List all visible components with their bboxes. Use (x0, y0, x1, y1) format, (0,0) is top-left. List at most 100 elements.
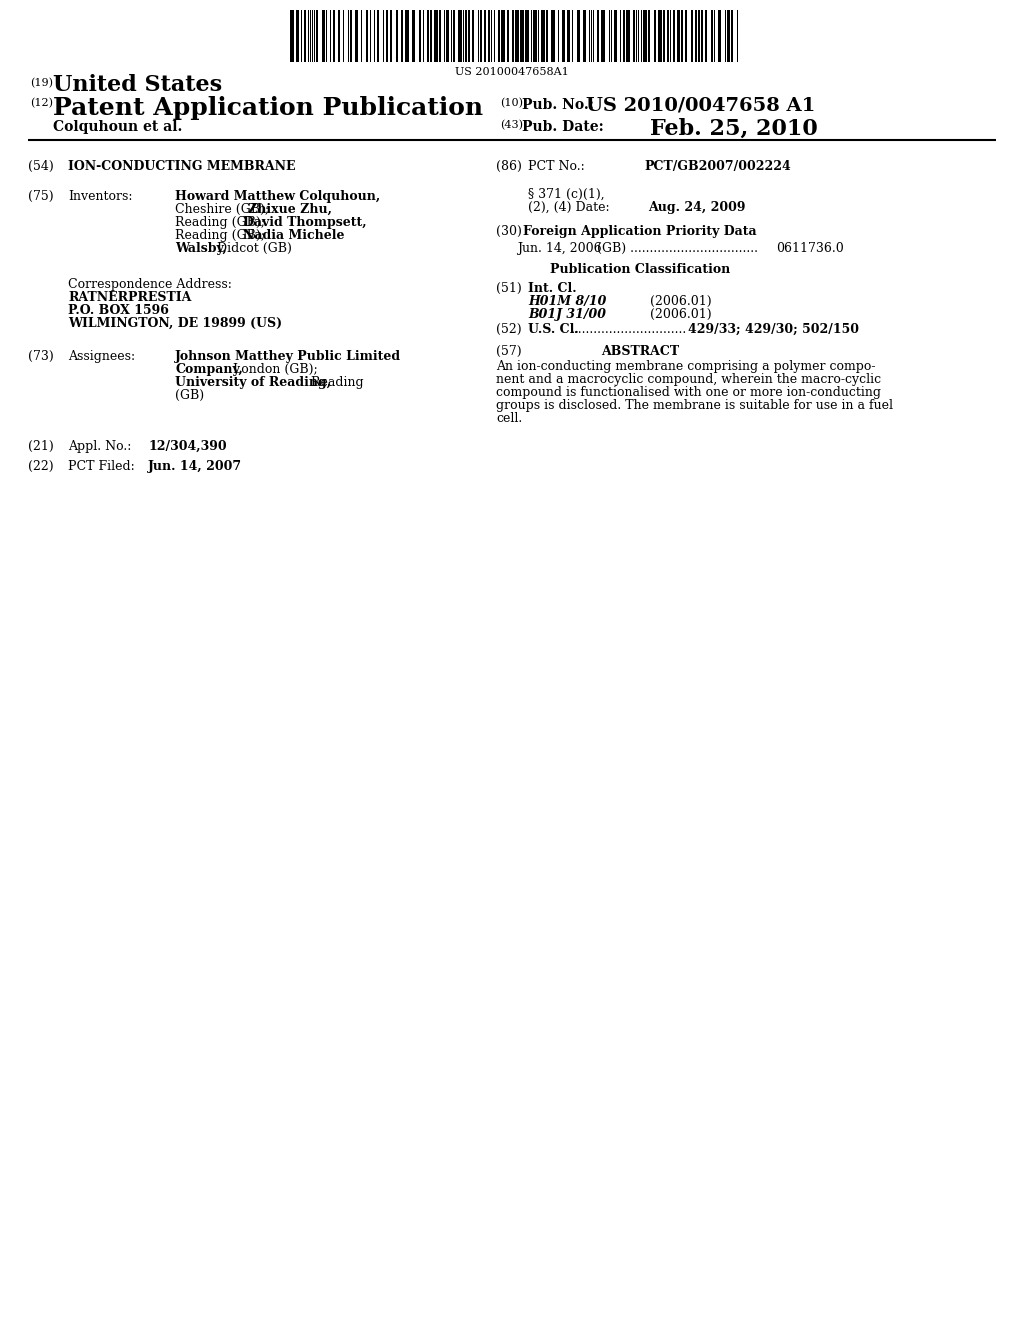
Bar (484, 11, 486, 62)
Text: 429/33; 429/30; 502/150: 429/33; 429/30; 502/150 (688, 323, 859, 337)
Text: (86): (86) (496, 160, 522, 173)
Bar (419, 11, 421, 62)
Text: Walsby,: Walsby, (175, 242, 227, 255)
Text: (21): (21) (28, 440, 53, 453)
Bar (465, 11, 467, 62)
Text: David Thompsett,: David Thompsett, (243, 216, 367, 228)
Bar (390, 11, 392, 62)
Bar (439, 11, 441, 62)
Text: Appl. No.:: Appl. No.: (68, 440, 131, 453)
Text: (57): (57) (496, 345, 521, 358)
Bar (583, 11, 586, 62)
Bar (427, 11, 429, 62)
Bar (296, 11, 299, 62)
Text: compound is functionalised with one or more ion-conducting: compound is functionalised with one or m… (496, 385, 881, 399)
Text: (73): (73) (28, 350, 53, 363)
Bar (350, 11, 352, 62)
Bar (520, 11, 524, 62)
Bar (406, 11, 409, 62)
Bar (614, 11, 617, 62)
Bar (386, 11, 388, 62)
Text: (10): (10) (500, 98, 523, 108)
Text: (30): (30) (496, 224, 522, 238)
Bar (681, 11, 683, 62)
Bar (525, 11, 529, 62)
Bar (673, 11, 675, 62)
Bar (551, 11, 555, 62)
Text: Howard Matthew Colquhoun,: Howard Matthew Colquhoun, (175, 190, 380, 203)
Text: (2006.01): (2006.01) (650, 308, 712, 321)
Bar (366, 11, 368, 62)
Bar (546, 11, 548, 62)
Bar (316, 11, 318, 62)
Bar (643, 11, 647, 62)
Text: University of Reading,: University of Reading, (175, 376, 331, 389)
Bar (534, 11, 537, 62)
Text: cell.: cell. (496, 412, 522, 425)
Text: (52): (52) (496, 323, 521, 337)
Bar (290, 11, 294, 62)
Text: Int. Cl.: Int. Cl. (528, 282, 577, 294)
Bar (695, 11, 697, 62)
Bar (501, 11, 505, 62)
Bar (412, 11, 415, 62)
Bar (633, 11, 635, 62)
Text: Company,: Company, (175, 363, 243, 376)
Text: US 2010/0047658 A1: US 2010/0047658 A1 (586, 96, 815, 114)
Text: Inventors:: Inventors: (68, 190, 132, 203)
Bar (377, 11, 379, 62)
Text: An ion-conducting membrane comprising a polymer compo-: An ion-conducting membrane comprising a … (496, 360, 876, 374)
Text: Jun. 14, 2007: Jun. 14, 2007 (148, 459, 242, 473)
Bar (498, 11, 500, 62)
Text: (51): (51) (496, 282, 522, 294)
Bar (727, 11, 730, 62)
Text: Jun. 14, 2006: Jun. 14, 2006 (517, 242, 602, 255)
Bar (488, 11, 490, 62)
Text: WILMINGTON, DE 19899 (US): WILMINGTON, DE 19899 (US) (68, 317, 283, 330)
Bar (541, 11, 545, 62)
Text: Correspondence Address:: Correspondence Address: (68, 279, 231, 290)
Bar (577, 11, 580, 62)
Text: Assignees:: Assignees: (68, 350, 135, 363)
Bar (434, 11, 438, 62)
Bar (685, 11, 687, 62)
Bar (597, 11, 599, 62)
Text: 0611736.0: 0611736.0 (776, 242, 844, 255)
Bar (701, 11, 703, 62)
Text: Feb. 25, 2010: Feb. 25, 2010 (650, 117, 818, 140)
Text: H01M 8/10: H01M 8/10 (528, 294, 606, 308)
Bar (468, 11, 470, 62)
Text: ABSTRACT: ABSTRACT (601, 345, 679, 358)
Bar (711, 11, 713, 62)
Text: Aug. 24, 2009: Aug. 24, 2009 (648, 201, 745, 214)
Bar (322, 11, 325, 62)
Bar (698, 11, 700, 62)
Bar (355, 11, 358, 62)
Bar (562, 11, 565, 62)
Text: groups is disclosed. The membrane is suitable for use in a fuel: groups is disclosed. The membrane is sui… (496, 399, 893, 412)
Bar (401, 11, 403, 62)
Bar (515, 11, 519, 62)
Bar (430, 11, 432, 62)
Text: Reading: Reading (307, 376, 364, 389)
Text: (19): (19) (30, 78, 53, 88)
Text: Didcot (GB): Didcot (GB) (213, 242, 292, 255)
Bar (453, 11, 455, 62)
Text: Cheshire (GB);: Cheshire (GB); (175, 203, 273, 216)
Bar (480, 11, 482, 62)
Bar (446, 11, 449, 62)
Text: U.S. Cl.: U.S. Cl. (528, 323, 579, 337)
Text: US 20100047658A1: US 20100047658A1 (455, 67, 569, 77)
Text: (2006.01): (2006.01) (650, 294, 712, 308)
Text: PCT Filed:: PCT Filed: (68, 459, 135, 473)
Text: United States: United States (53, 74, 222, 96)
Bar (304, 11, 306, 62)
Bar (458, 11, 462, 62)
Text: (12): (12) (30, 98, 53, 108)
Text: Publication Classification: Publication Classification (550, 263, 730, 276)
Text: 12/304,390: 12/304,390 (148, 440, 226, 453)
Text: ION-CONDUCTING MEMBRANE: ION-CONDUCTING MEMBRANE (68, 160, 296, 173)
Bar (626, 11, 630, 62)
Text: ..............................: .............................. (571, 323, 687, 337)
Text: Pub. No.:: Pub. No.: (522, 98, 594, 112)
